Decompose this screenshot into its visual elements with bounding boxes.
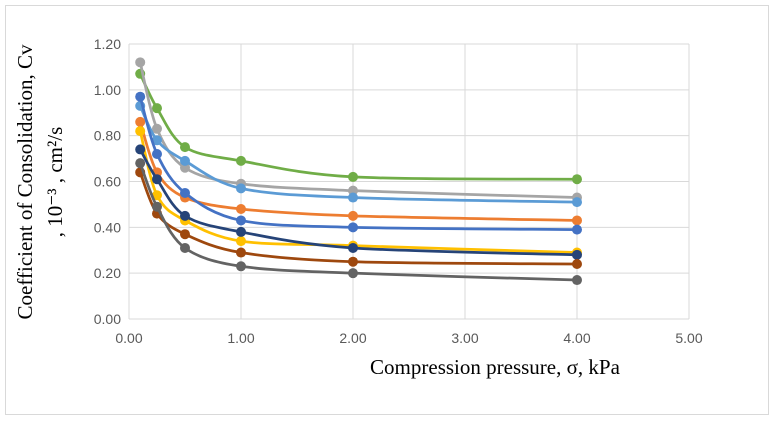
data-point [572, 197, 582, 208]
x-tick-label: 5.00 [675, 330, 702, 346]
data-point [348, 222, 358, 233]
y-axis-title: Coefficient of Consolidation, Cv [13, 44, 37, 319]
y-tick-label: 1.00 [94, 82, 121, 98]
data-point [180, 187, 190, 198]
x-axis-title: Compression pressure, σ, kPa [370, 355, 621, 379]
y-axis-units: , 10⁻³ , cm²/s [43, 127, 67, 238]
data-point [135, 126, 146, 137]
data-point [236, 204, 246, 214]
data-point [135, 144, 146, 155]
data-point [152, 135, 162, 146]
x-tick-label: 0.00 [115, 330, 142, 346]
series-line [138, 121, 578, 222]
data-point [180, 155, 190, 166]
data-point [152, 103, 162, 114]
y-tick-label: 1.20 [94, 36, 121, 52]
data-point [180, 210, 190, 221]
data-point [348, 185, 358, 196]
data-point [152, 190, 162, 201]
data-point [572, 224, 582, 235]
series-1 [135, 68, 582, 185]
data-point [348, 242, 358, 253]
series-line [138, 96, 578, 231]
y-tick-label: 0.80 [94, 128, 121, 144]
tick-labels: 0.00 0.20 0.40 0.60 0.80 1.00 1.20 0.00 1.00 2.00… [94, 36, 703, 346]
series-group [135, 57, 582, 286]
series-5 [135, 91, 582, 235]
x-tick-label: 3.00 [451, 330, 478, 346]
data-point [348, 210, 358, 221]
data-point [135, 116, 146, 127]
data-point [236, 261, 246, 272]
data-point [236, 247, 246, 258]
data-point [572, 249, 582, 260]
data-point [572, 259, 582, 269]
data-point [180, 142, 190, 153]
series-7 [135, 144, 582, 260]
data-point [180, 162, 190, 173]
x-tick-label: 1.00 [227, 330, 254, 346]
data-point [236, 215, 246, 226]
data-point [152, 123, 162, 134]
data-point [152, 174, 162, 185]
data-point [180, 229, 190, 240]
chart-frame [5, 5, 769, 415]
series-2 [135, 57, 582, 203]
x-tick-label: 4.00 [563, 330, 590, 346]
data-point [152, 201, 162, 212]
gridlines [128, 43, 690, 320]
data-point [152, 149, 162, 159]
y-tick-label: 0.00 [94, 311, 121, 327]
data-point [135, 91, 146, 102]
data-point [348, 171, 358, 182]
y-tick-label: 0.20 [94, 265, 121, 281]
y-tick-label: 0.40 [94, 219, 121, 235]
data-point [135, 57, 146, 68]
data-point [348, 256, 358, 267]
data-point [348, 268, 358, 279]
data-point [348, 192, 358, 203]
data-point [572, 275, 582, 286]
data-point [236, 183, 246, 194]
data-point [236, 155, 246, 166]
data-point [135, 158, 146, 169]
y-tick-label: 0.60 [94, 174, 121, 190]
data-point [236, 226, 246, 237]
x-tick-label: 2.00 [339, 330, 366, 346]
series-9 [135, 158, 582, 286]
data-point [236, 236, 246, 247]
data-point [572, 215, 582, 226]
data-point [180, 242, 190, 253]
data-point [572, 174, 582, 185]
